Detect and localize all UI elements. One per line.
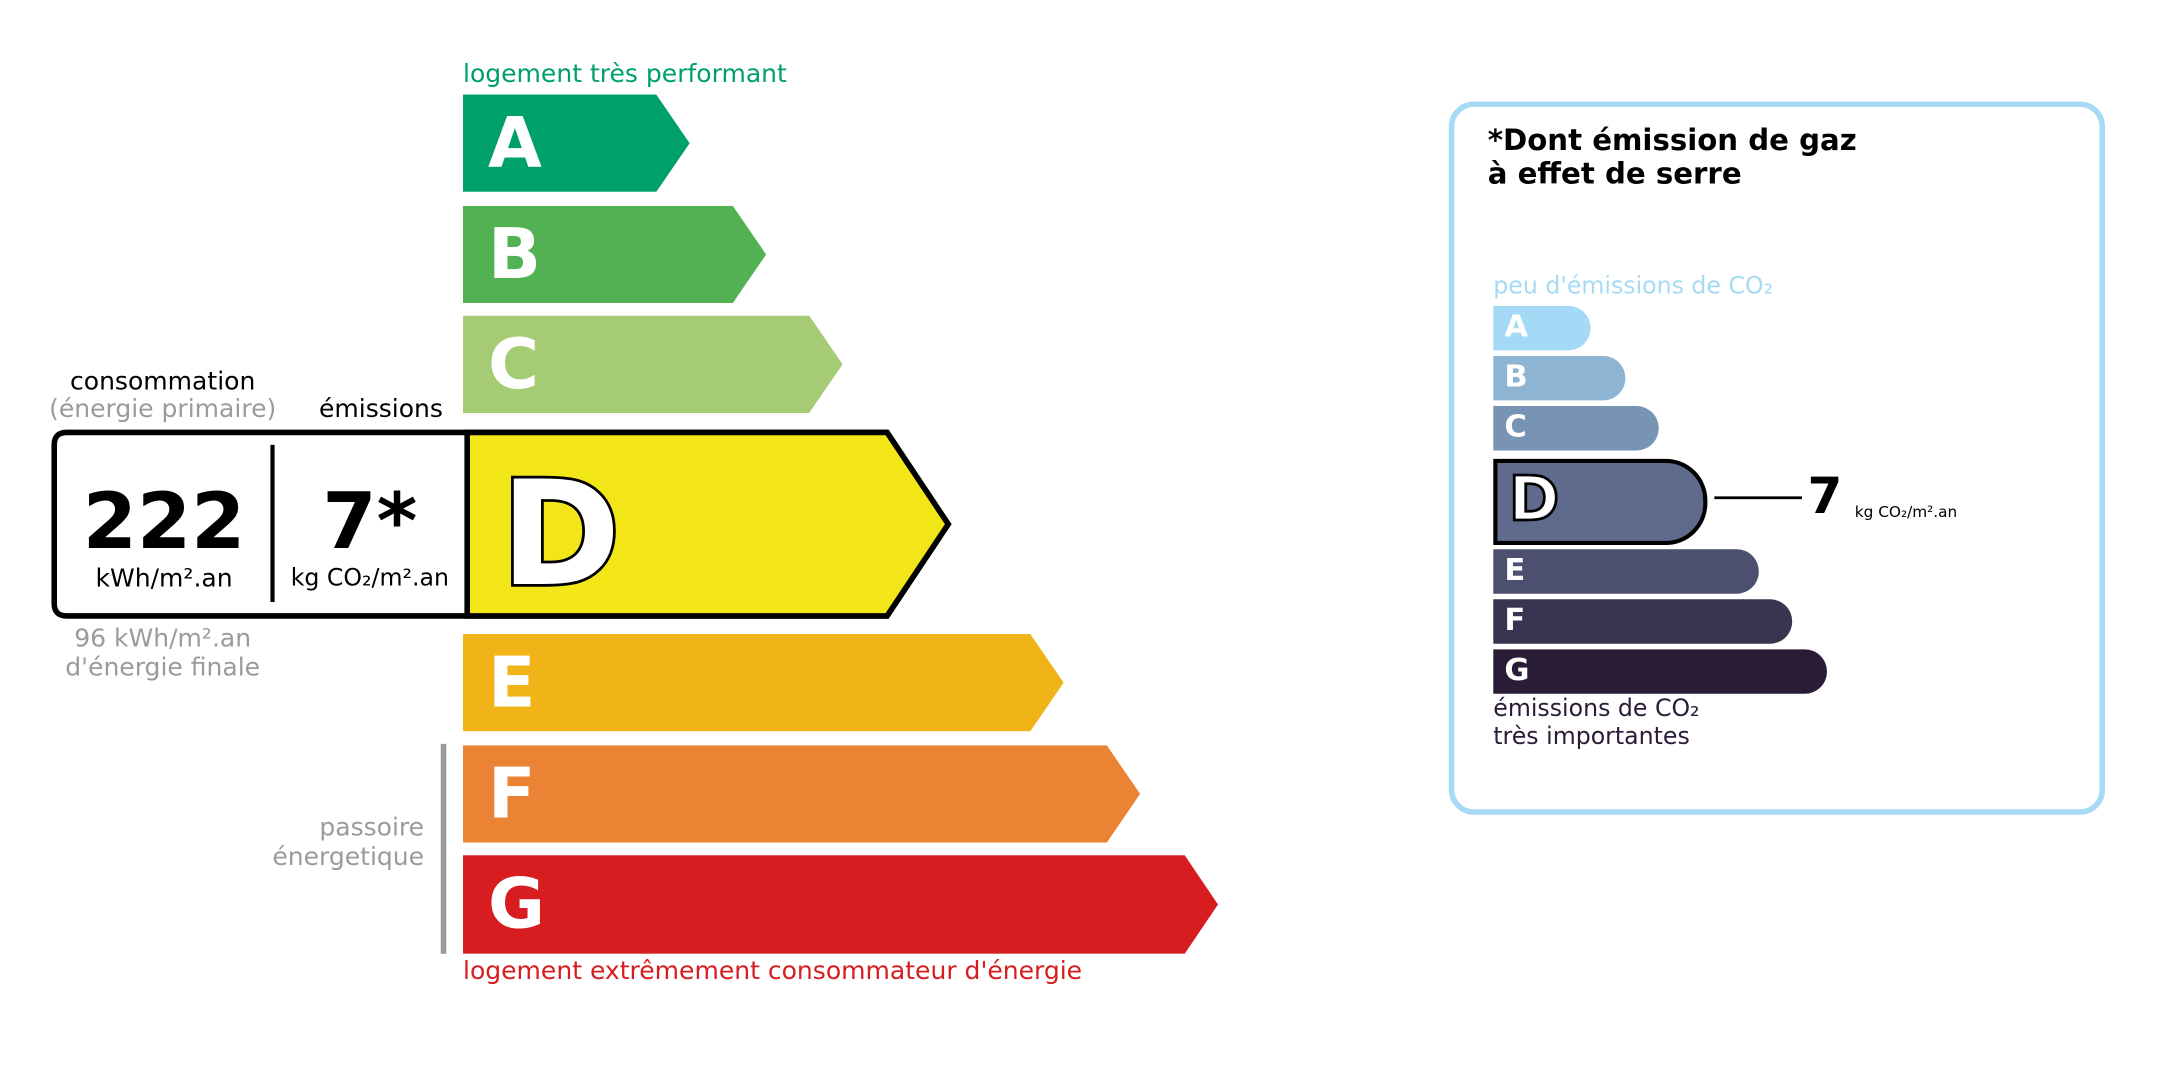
class-letter: E — [1504, 553, 1526, 589]
ges-bottom-label-1: émissions de CO₂ — [1493, 695, 1700, 724]
ges-class-d-current: D — [1493, 458, 1708, 546]
class-letter: B — [488, 214, 542, 295]
energy-class-e: E — [463, 634, 1064, 731]
consumption-value: 222 — [82, 476, 246, 568]
ges-panel — [1448, 101, 2106, 815]
final-energy-label: d'énergie finale — [65, 653, 261, 683]
class-letter: A — [488, 102, 542, 184]
energy-top-label: logement très performant — [463, 59, 787, 89]
ges-class-a: A — [1493, 305, 1591, 351]
ges-class-e: E — [1493, 549, 1759, 594]
class-letter: C — [1504, 410, 1527, 445]
class-letter: B — [1504, 360, 1528, 395]
class-letter: G — [488, 863, 546, 945]
energy-class-g: G — [463, 855, 1218, 954]
consumption-unit: kWh/m².an — [95, 564, 233, 594]
ges-unit: kg CO₂/m².an — [1854, 503, 1958, 522]
ges-title-line-2: à effet de serre — [1487, 157, 1742, 191]
ges-title-line-1: *Dont émission de gaz — [1487, 123, 1857, 158]
ges-top-label: peu d'émissions de CO₂ — [1493, 272, 1774, 301]
current-class-letter: D — [1507, 463, 1561, 537]
class-letter: F — [1504, 603, 1526, 639]
energy-class-a: A — [463, 95, 690, 192]
final-energy-value: 96 kWh/m².an — [74, 624, 252, 654]
ges-value: 7 — [1807, 468, 1843, 526]
ges-pointer-line — [1714, 496, 1802, 500]
ges-class-c: C — [1493, 405, 1659, 451]
energy-class-f: F — [463, 745, 1140, 842]
ges-bottom-label: émissions de CO₂ très importantes — [1493, 695, 1699, 751]
ges-class-f: F — [1493, 599, 1793, 644]
passoire-label-2: énergetique — [272, 842, 425, 872]
class-letter: E — [488, 642, 536, 724]
ges-class-g: G — [1493, 649, 1827, 694]
emissions-label: émissions — [318, 394, 443, 425]
energy-class-c: C — [463, 316, 843, 413]
class-letter: F — [488, 753, 536, 835]
class-letter: G — [1504, 653, 1530, 689]
passoire-label-1: passoire — [319, 813, 425, 843]
consumption-label: consommation — [69, 367, 256, 397]
current-energy-class-box: D — [51, 429, 952, 622]
ges-title: *Dont émission de gaz à effet de serre — [1488, 124, 1857, 191]
consumption-sublabel: (énergie primaire) — [49, 394, 277, 425]
ges-bottom-label-2: très importantes — [1493, 723, 1690, 751]
emissions-value: 7* — [322, 476, 418, 568]
energy-class-b: B — [463, 206, 766, 303]
passoire-bracket — [440, 743, 447, 954]
ges-class-b: B — [1493, 355, 1626, 401]
energy-bottom-label: logement extrêmement consommateur d'éner… — [463, 956, 1083, 986]
current-class-letter: D — [501, 451, 621, 619]
class-letter: C — [488, 323, 540, 405]
class-letter: A — [1504, 310, 1529, 345]
energy-class-d — [464, 429, 952, 619]
emissions-unit: kg CO₂/m².an — [290, 564, 449, 593]
